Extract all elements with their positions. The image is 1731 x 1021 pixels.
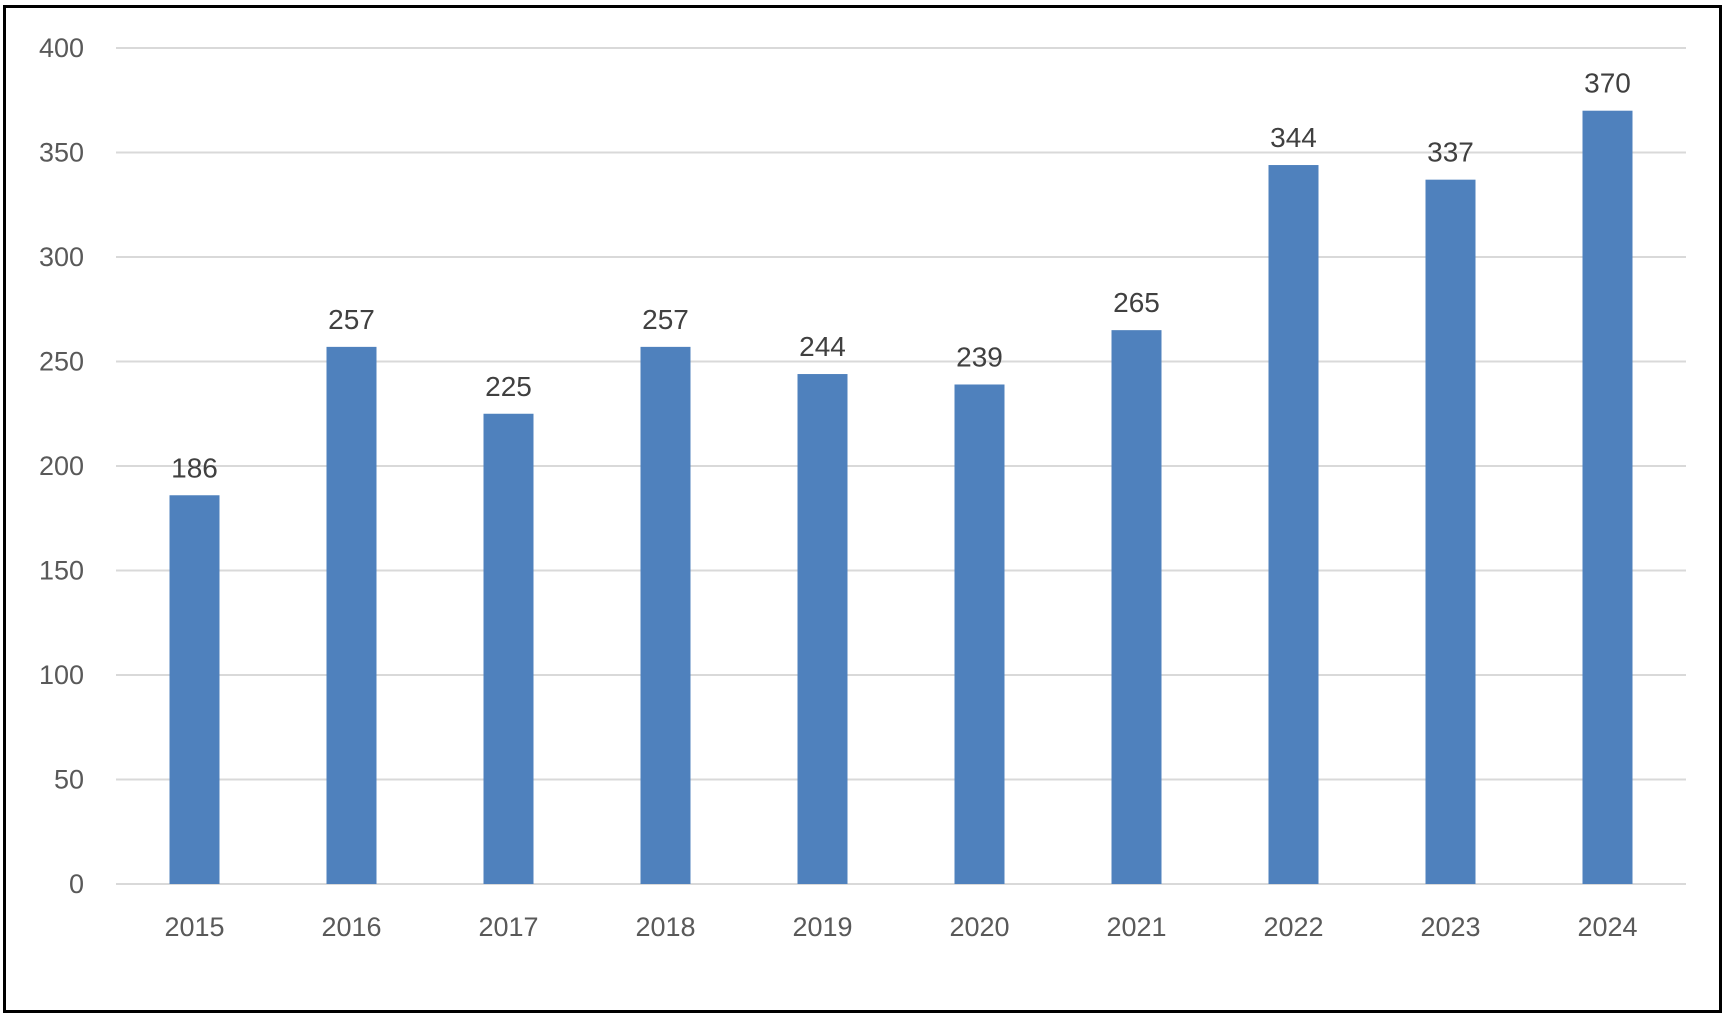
data-label-2020: 239 <box>956 341 1003 372</box>
y-tick-label: 200 <box>39 451 84 481</box>
data-label-2021: 265 <box>1113 287 1160 318</box>
x-tick-label: 2020 <box>949 912 1009 942</box>
data-labels: 186 257 225 257 244 239 265 344 337 370 <box>171 68 1631 484</box>
bar-2021 <box>1111 330 1162 884</box>
data-label-2024: 370 <box>1584 68 1631 99</box>
data-label-2018: 257 <box>642 304 689 335</box>
data-label-2023: 337 <box>1427 137 1474 168</box>
x-tick-label: 2022 <box>1263 912 1323 942</box>
y-tick-label: 0 <box>69 869 84 899</box>
x-tick-label: 2019 <box>792 912 852 942</box>
y-tick-label: 100 <box>39 660 84 690</box>
bar-2018 <box>640 346 691 884</box>
chart-frame: 0 50 100 150 200 250 300 350 400 186 257 225 257 244… <box>3 5 1722 1013</box>
x-tick-label: 2018 <box>635 912 695 942</box>
y-tick-label: 300 <box>39 242 84 272</box>
x-tick-label: 2015 <box>164 912 224 942</box>
y-tick-label: 150 <box>39 556 84 586</box>
bar-2022 <box>1268 165 1319 885</box>
x-axis-tick-labels: 2015 2016 2017 2018 2019 2020 2021 2022 2023 2024 <box>164 912 1637 942</box>
data-label-2016: 257 <box>328 304 375 335</box>
x-tick-label: 2023 <box>1420 912 1480 942</box>
bar-2019 <box>797 374 848 884</box>
bars <box>169 110 1633 885</box>
data-label-2022: 344 <box>1270 122 1317 153</box>
y-tick-label: 350 <box>39 138 84 168</box>
bar-2017 <box>483 413 534 884</box>
bar-2020 <box>954 384 1005 884</box>
data-label-2015: 186 <box>171 452 218 483</box>
y-tick-label: 50 <box>54 765 84 795</box>
x-tick-label: 2024 <box>1577 912 1637 942</box>
y-tick-label: 250 <box>39 347 84 377</box>
bar-2016 <box>326 346 377 884</box>
x-tick-label: 2021 <box>1106 912 1166 942</box>
y-axis-tick-labels: 0 50 100 150 200 250 300 350 400 <box>39 33 84 899</box>
y-tick-label: 400 <box>39 33 84 63</box>
bar-2023 <box>1425 179 1476 885</box>
gridlines <box>116 47 1686 885</box>
data-label-2017: 225 <box>485 371 532 402</box>
data-label-2019: 244 <box>799 331 846 362</box>
bar-2024 <box>1582 110 1633 884</box>
bar-chart: 0 50 100 150 200 250 300 350 400 186 257 225 257 244… <box>39 33 1686 942</box>
bar-2015 <box>169 495 220 884</box>
x-tick-label: 2017 <box>478 912 538 942</box>
x-tick-label: 2016 <box>321 912 381 942</box>
